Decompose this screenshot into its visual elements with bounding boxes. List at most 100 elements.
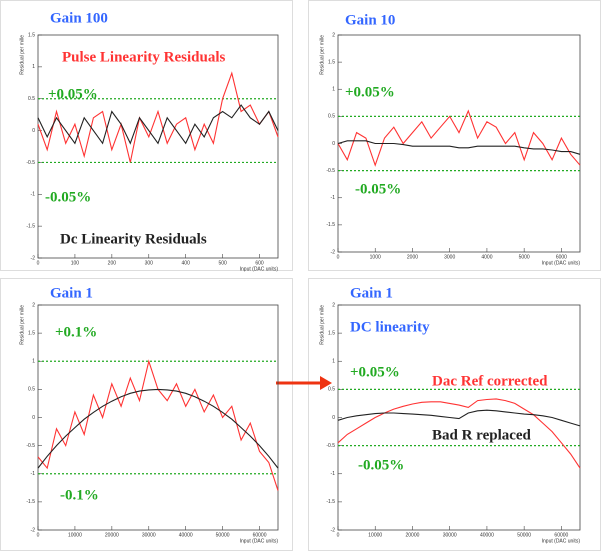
annotation: +0.05% xyxy=(345,84,395,100)
annotation: -0.05% xyxy=(45,189,91,205)
y-axis-label: Residual per mille xyxy=(319,305,325,345)
arrow xyxy=(276,376,332,390)
x-tick-label: 20000 xyxy=(406,532,420,538)
x-tick-label: 20000 xyxy=(105,532,119,538)
y-tick-label: 2 xyxy=(332,32,335,38)
series-line xyxy=(337,398,581,469)
panel-title: Gain 1 xyxy=(350,285,393,301)
y-tick-label: 0.5 xyxy=(328,387,335,393)
x-tick-label: 10000 xyxy=(368,532,382,538)
y-tick-label: 0.5 xyxy=(28,387,35,393)
y-tick-label: -0.5 xyxy=(326,443,335,449)
x-tick-label: 60000 xyxy=(253,532,267,538)
panel-title: Gain 1 xyxy=(50,285,93,301)
series-line xyxy=(337,409,581,427)
annotation: -0.1% xyxy=(60,487,99,503)
x-tick-label: 30000 xyxy=(443,532,457,538)
y-tick-label: 1.5 xyxy=(28,330,35,336)
y-axis-label: Residual per mille xyxy=(319,35,325,75)
x-tick-label: 200 xyxy=(108,260,117,266)
x-tick-label: 300 xyxy=(145,260,154,266)
y-axis-label: Residual per mille xyxy=(19,305,25,345)
series-label: Dac Ref corrected xyxy=(432,373,548,389)
y-tick-label: -1 xyxy=(31,192,36,198)
y-tick-label: -1 xyxy=(331,471,336,477)
y-tick-label: 1 xyxy=(32,359,35,365)
x-tick-label: 4000 xyxy=(481,254,492,260)
x-tick-label: 600 xyxy=(255,260,264,266)
x-tick-label: 3000 xyxy=(444,254,455,260)
y-tick-label: 1 xyxy=(332,87,335,93)
x-tick-label: 40000 xyxy=(179,532,193,538)
panel-title: Gain 100 xyxy=(50,10,108,26)
x-tick-label: 60000 xyxy=(554,532,568,538)
y-tick-label: -2 xyxy=(31,527,36,533)
x-tick-label: 400 xyxy=(182,260,191,266)
x-tick-label: 6000 xyxy=(556,254,567,260)
annotation: -0.05% xyxy=(355,181,401,197)
series-line xyxy=(37,359,279,491)
y-tick-label: -0.5 xyxy=(26,443,35,449)
y-tick-label: -2 xyxy=(331,527,336,533)
y-tick-label: 0.5 xyxy=(328,114,335,120)
x-tick-label: 0 xyxy=(37,532,40,538)
x-axis-label: Input (DAC units) xyxy=(542,538,581,544)
y-tick-label: -2 xyxy=(31,255,36,261)
series-label: Bad R replaced xyxy=(432,427,532,443)
plot-frame xyxy=(37,34,279,259)
y-tick-label: 0 xyxy=(332,415,335,421)
annotation: +0.05% xyxy=(48,86,98,102)
y-tick-label: -0.5 xyxy=(26,160,35,166)
x-tick-label: 2000 xyxy=(407,254,418,260)
series-line xyxy=(37,104,279,145)
y-tick-label: 1.5 xyxy=(328,59,335,65)
y-tick-label: -1.5 xyxy=(326,222,335,228)
x-tick-label: 50000 xyxy=(517,532,531,538)
y-tick-label: -0.5 xyxy=(326,168,335,174)
panel-subtitle: DC linearity xyxy=(350,319,430,335)
x-axis-label: Input (DAC units) xyxy=(542,260,581,266)
y-tick-label: 0.5 xyxy=(28,96,35,102)
annotation: -0.05% xyxy=(358,457,404,473)
y-tick-label: 2 xyxy=(332,302,335,308)
annotation: +0.1% xyxy=(55,324,97,340)
y-tick-label: 0 xyxy=(32,415,35,421)
y-tick-label: -2 xyxy=(331,249,336,255)
x-tick-label: 10000 xyxy=(68,532,82,538)
y-tick-label: -1 xyxy=(31,471,36,477)
y-tick-label: 2 xyxy=(32,302,35,308)
x-axis-label: Input (DAC units) xyxy=(240,538,279,544)
x-tick-label: 1000 xyxy=(370,254,381,260)
y-tick-label: 0 xyxy=(332,141,335,147)
series-line xyxy=(337,109,581,167)
y-tick-label: 1 xyxy=(332,359,335,365)
panel-frame xyxy=(308,0,601,271)
y-tick-label: 1.5 xyxy=(28,32,35,38)
y-tick-label: -1 xyxy=(331,195,336,201)
x-tick-label: 0 xyxy=(37,260,40,266)
y-tick-label: -1.5 xyxy=(326,499,335,505)
x-tick-label: 40000 xyxy=(480,532,494,538)
y-tick-label: -1.5 xyxy=(26,499,35,505)
x-tick-label: 50000 xyxy=(216,532,230,538)
series-line xyxy=(37,388,279,469)
annotation: +0.05% xyxy=(350,364,400,380)
y-tick-label: 1 xyxy=(32,64,35,70)
series-line xyxy=(337,140,581,155)
x-tick-label: 5000 xyxy=(519,254,530,260)
x-tick-label: 0 xyxy=(337,254,340,260)
series-label: Pulse Linearity Residuals xyxy=(62,49,226,65)
x-tick-label: 0 xyxy=(337,532,340,538)
x-tick-label: 100 xyxy=(71,260,80,266)
series-label: Dc Linearity Residuals xyxy=(60,231,207,247)
x-axis-label: Input (DAC units) xyxy=(240,266,279,272)
x-tick-label: 500 xyxy=(218,260,227,266)
panel-title: Gain 10 xyxy=(345,12,395,28)
y-tick-label: -1.5 xyxy=(26,223,35,229)
x-tick-label: 30000 xyxy=(142,532,156,538)
panel-frame xyxy=(0,278,293,551)
panel-frame xyxy=(0,0,293,271)
y-tick-label: 0 xyxy=(32,128,35,134)
y-axis-label: Residual per mille xyxy=(19,35,25,75)
